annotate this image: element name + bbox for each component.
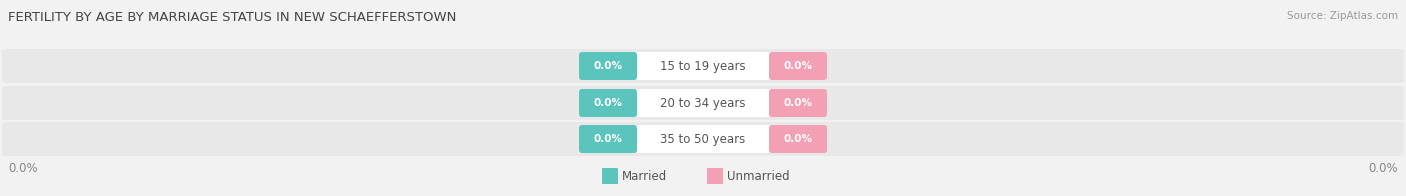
Text: 0.0%: 0.0% [1368,162,1398,174]
FancyBboxPatch shape [579,89,637,117]
FancyBboxPatch shape [636,125,770,153]
FancyBboxPatch shape [1,49,1405,83]
Text: 20 to 34 years: 20 to 34 years [661,96,745,110]
FancyBboxPatch shape [769,89,827,117]
FancyBboxPatch shape [579,52,637,80]
Text: Married: Married [621,170,668,182]
Text: 0.0%: 0.0% [593,61,623,71]
FancyBboxPatch shape [769,125,827,153]
FancyBboxPatch shape [1,86,1405,120]
Text: 35 to 50 years: 35 to 50 years [661,132,745,145]
Text: Source: ZipAtlas.com: Source: ZipAtlas.com [1286,11,1398,21]
Text: 0.0%: 0.0% [593,134,623,144]
Text: FERTILITY BY AGE BY MARRIAGE STATUS IN NEW SCHAEFFERSTOWN: FERTILITY BY AGE BY MARRIAGE STATUS IN N… [8,11,457,24]
FancyBboxPatch shape [769,52,827,80]
FancyBboxPatch shape [1,122,1405,156]
Text: 0.0%: 0.0% [593,98,623,108]
FancyBboxPatch shape [636,52,770,80]
FancyBboxPatch shape [579,125,637,153]
Text: 0.0%: 0.0% [783,98,813,108]
Text: 0.0%: 0.0% [783,61,813,71]
FancyBboxPatch shape [602,168,619,184]
Text: Unmarried: Unmarried [727,170,790,182]
FancyBboxPatch shape [707,168,723,184]
Text: 15 to 19 years: 15 to 19 years [661,60,745,73]
Text: 0.0%: 0.0% [8,162,38,174]
Text: 0.0%: 0.0% [783,134,813,144]
FancyBboxPatch shape [636,89,770,117]
